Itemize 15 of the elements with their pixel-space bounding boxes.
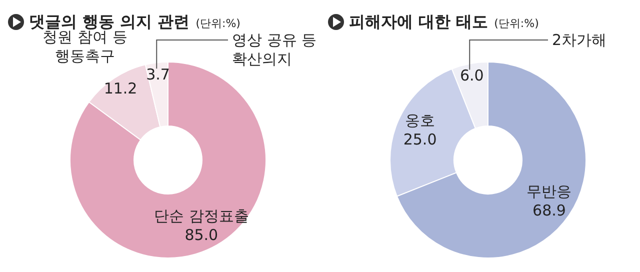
data-label: 3.7	[146, 66, 170, 84]
slice-label: 2차가해	[552, 31, 607, 49]
slice-label: 옹호	[405, 112, 436, 130]
slice-label: 영상 공유 등 확산의지	[232, 31, 317, 68]
data-label: 25.0	[403, 130, 437, 149]
chart-subtitle: (단위:%)	[196, 17, 240, 30]
chart-subtitle: (단위:%)	[494, 17, 539, 30]
data-label: 85.0	[184, 226, 218, 244]
data-label: 6.0	[460, 66, 484, 85]
chart-title: 댓글의 행동 의지 관련	[29, 12, 190, 31]
slice-label: 단순 감정표출	[154, 207, 249, 226]
data-label: 11.2	[104, 79, 138, 98]
chart-title: 피해자에 대한 태도	[349, 12, 488, 31]
data-label: 68.9	[532, 202, 566, 220]
slice-label: 무반응	[526, 182, 572, 201]
